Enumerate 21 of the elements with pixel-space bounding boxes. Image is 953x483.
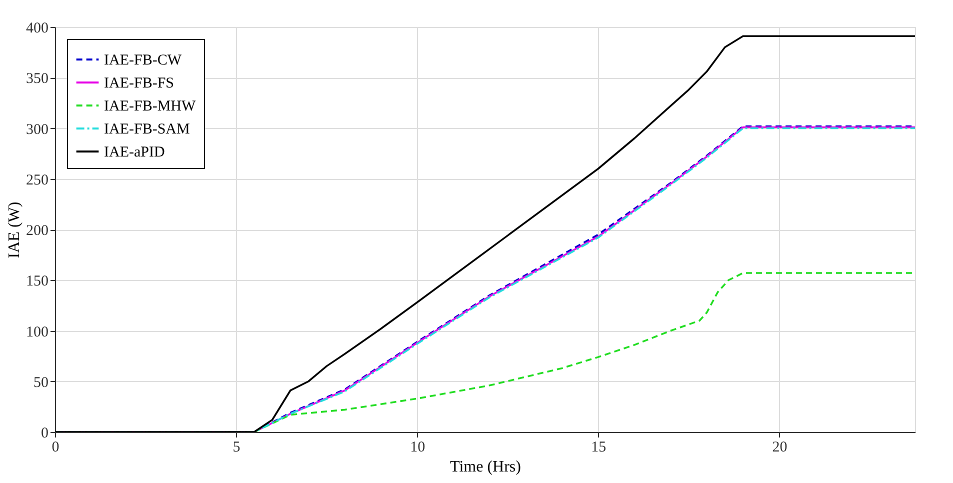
y-tick-label: 300	[26, 122, 48, 138]
y-tick-label: 400	[26, 20, 48, 36]
x-axis-title: Time (Hrs)	[450, 458, 521, 476]
legend-label: IAE-FB-MHW	[104, 98, 196, 114]
legend-label: IAE-FB-CW	[104, 52, 182, 68]
x-tick-label: 20	[772, 440, 788, 456]
y-tick-label: 250	[26, 172, 48, 188]
y-tick-label: 350	[26, 71, 48, 88]
x-tick-label: 0	[52, 440, 60, 456]
y-tick-label: 150	[26, 274, 48, 290]
y-axis-title: IAE (W)	[6, 202, 23, 258]
y-tick-label: 0	[41, 426, 48, 442]
y-tick-label: 200	[26, 223, 48, 239]
legend-label: IAE-FB-SAM	[104, 122, 190, 138]
x-tick-label: 15	[591, 440, 606, 456]
legend-label: IAE-aPID	[104, 144, 165, 160]
y-tick-label: 50	[34, 374, 48, 391]
x-tick-label: 5	[232, 440, 240, 456]
legend-label: IAE-FB-FS	[104, 76, 174, 92]
x-tick-label: 10	[410, 440, 426, 456]
y-tick-label: 100	[26, 324, 48, 340]
